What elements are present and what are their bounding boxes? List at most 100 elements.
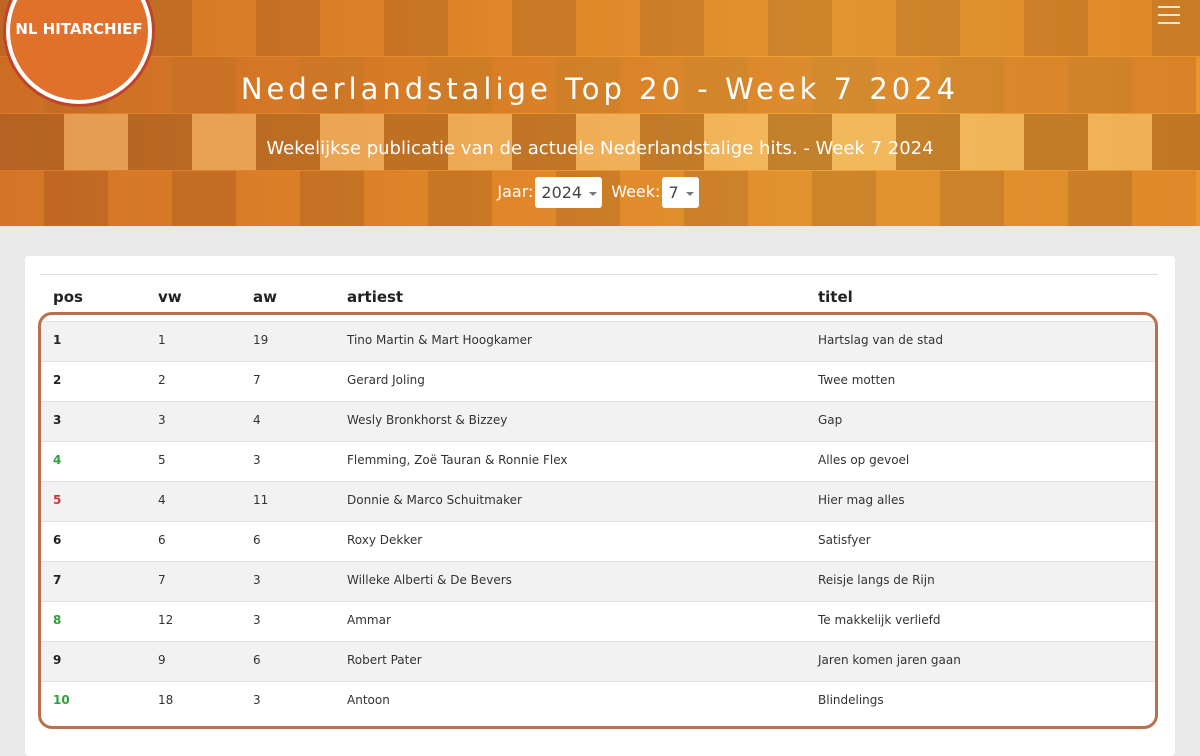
collage-tile xyxy=(960,0,1024,56)
table-cell: Antoon xyxy=(347,693,390,707)
collage-tile xyxy=(576,0,640,56)
collage-tile xyxy=(192,114,256,170)
table-cell: 8 xyxy=(53,613,62,627)
table-cell: 7 xyxy=(53,573,62,587)
table-cell: Tino Martin & Mart Hoogkamer xyxy=(347,333,532,347)
table-row xyxy=(40,321,1158,362)
week-label: Week: xyxy=(611,182,661,201)
table-cell: 3 xyxy=(253,573,261,587)
collage-tile xyxy=(236,171,300,226)
collage-tile xyxy=(748,171,812,226)
column-header: pos xyxy=(53,288,83,306)
table-cell: Hartslag van de stad xyxy=(818,333,944,347)
table-row xyxy=(40,521,1158,562)
collage-tile xyxy=(384,0,448,56)
hero-banner: NL HITARCHIEF Nederlandstalige Top 20 - … xyxy=(0,0,1200,226)
table-cell: 3 xyxy=(253,693,261,707)
collage-tile xyxy=(832,114,896,170)
table-cell: 18 xyxy=(158,693,174,707)
collage-tile xyxy=(428,171,492,226)
collage-tile xyxy=(320,0,384,56)
table-row xyxy=(40,441,1158,482)
week-select[interactable]: 7 xyxy=(662,177,699,208)
collage-tile xyxy=(1132,171,1196,226)
highlight-frame xyxy=(38,312,1158,729)
collage-tile xyxy=(236,57,300,113)
collage-tile xyxy=(940,171,1004,226)
collage-tile xyxy=(832,0,896,56)
collage-tile xyxy=(748,57,812,113)
collage-tile xyxy=(320,114,384,170)
table-cell: Gerard Joling xyxy=(347,373,425,387)
collage-tile xyxy=(448,114,512,170)
table-cell: 12 xyxy=(158,613,174,627)
table-cell: Alles op gevoel xyxy=(818,453,910,467)
table-cell: 3 xyxy=(253,613,261,627)
table-row xyxy=(40,641,1158,682)
collage-tile xyxy=(428,57,492,113)
table-cell: Wesly Bronkhorst & Bizzey xyxy=(347,413,508,427)
collage-tile xyxy=(492,57,556,113)
table-cell: Roxy Dekker xyxy=(347,533,423,547)
table-cell: 19 xyxy=(253,333,269,347)
collage-tile xyxy=(192,0,256,56)
collage-tile xyxy=(576,114,640,170)
table-cell: Satisfyer xyxy=(818,533,871,547)
collage-tile xyxy=(128,114,192,170)
table-cell: 5 xyxy=(158,453,166,467)
collage-tile xyxy=(556,57,620,113)
table-cell: Twee motten xyxy=(818,373,896,387)
year-select[interactable]: 2024 xyxy=(535,177,603,208)
table-cell: Willeke Alberti & De Bevers xyxy=(347,573,512,587)
collage-tile xyxy=(172,171,236,226)
collage-tile xyxy=(1024,114,1088,170)
column-header: vw xyxy=(158,288,182,306)
divider xyxy=(40,274,1158,275)
table-cell: Gap xyxy=(818,413,843,427)
table-cell: 1 xyxy=(53,333,62,347)
collage-tile xyxy=(364,57,428,113)
collage-tile xyxy=(768,114,832,170)
collage-tile xyxy=(1068,57,1132,113)
collage-tile xyxy=(640,0,704,56)
collage-tile xyxy=(384,114,448,170)
collage-tile xyxy=(876,57,940,113)
table-cell: Te makkelijk verliefd xyxy=(818,613,941,627)
table-cell: 9 xyxy=(158,653,166,667)
page-subtitle: Wekelijkse publicatie van de actuele Ned… xyxy=(266,138,934,159)
table-row xyxy=(40,401,1158,442)
table-row xyxy=(40,481,1158,522)
chart-table-card: pos vw aw artiest titel 1 1 19 Tino Martin & Mar… xyxy=(25,256,1175,756)
collage-tile xyxy=(448,0,512,56)
table-cell: 2 xyxy=(53,373,62,387)
collage-tile xyxy=(512,0,576,56)
table-cell: 7 xyxy=(158,573,166,587)
column-header: aw xyxy=(253,288,277,306)
table-cell: Donnie & Marco Schuitmaker xyxy=(347,493,522,507)
collage-tile xyxy=(256,0,320,56)
collage-tile xyxy=(812,57,876,113)
collage-tile xyxy=(1004,57,1068,113)
table-cell: 1 xyxy=(158,333,166,347)
collage-tile xyxy=(1004,171,1068,226)
menu-button[interactable] xyxy=(1158,6,1180,30)
column-header: titel xyxy=(818,288,853,306)
collage-tile xyxy=(640,114,704,170)
table-cell: 6 xyxy=(253,533,261,547)
collage-tile xyxy=(1152,0,1200,56)
collage-tile xyxy=(1024,0,1088,56)
table-cell: 10 xyxy=(53,693,70,707)
collage-tile xyxy=(1152,114,1200,170)
table-row xyxy=(40,561,1158,602)
table-row xyxy=(40,601,1158,642)
table-cell: Reisje langs de Rijn xyxy=(818,573,935,587)
page-title: Nederlandstalige Top 20 - Week 7 2024 xyxy=(240,72,960,106)
collage-tile xyxy=(704,114,768,170)
filters: Jaar: 2024 Week: 7 xyxy=(0,177,1200,208)
collage-tile xyxy=(704,0,768,56)
logo-text[interactable]: NL HITARCHIEF xyxy=(15,20,143,38)
table-cell: Flemming, Zoë Tauran & Ronnie Flex xyxy=(347,453,568,467)
table-cell: 3 xyxy=(158,413,166,427)
collage-tile xyxy=(960,114,1024,170)
collage-tile xyxy=(512,114,576,170)
